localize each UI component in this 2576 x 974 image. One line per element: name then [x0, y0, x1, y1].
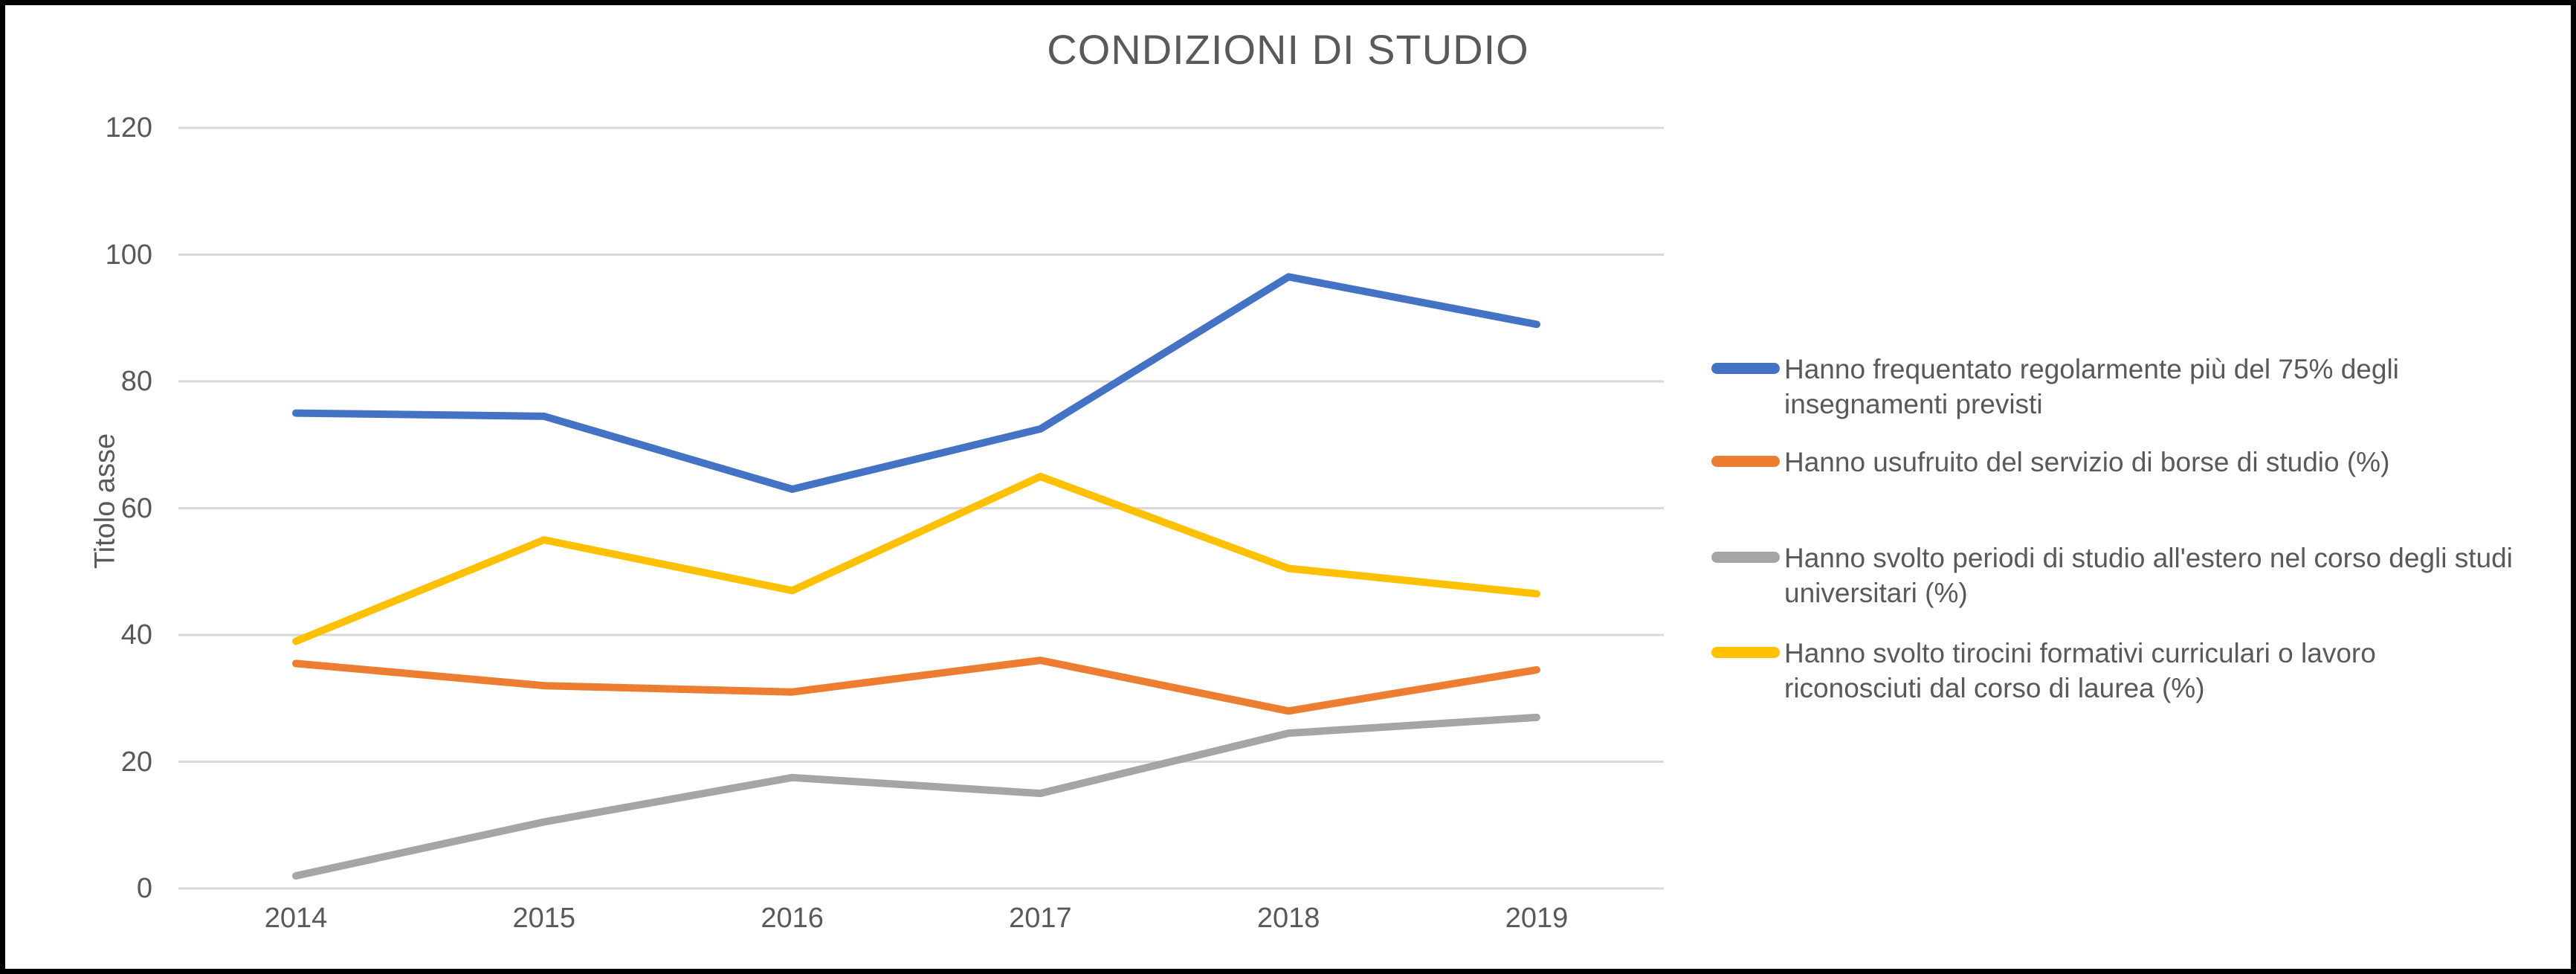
legend-item: Hanno usufruito del servizio di borse di…	[1711, 445, 2574, 480]
legend-label: Hanno svolto tirocini formativi curricul…	[1784, 638, 2376, 703]
x-tick-label: 2019	[1505, 903, 1569, 934]
series-line-2	[292, 657, 1540, 715]
series-line-1	[292, 273, 1540, 493]
y-tick-label: 80	[120, 366, 152, 397]
y-tick-label: 60	[120, 492, 152, 524]
y-tick-label: 120	[105, 112, 152, 143]
y-tick-label: 0	[136, 873, 152, 904]
x-tick-label: 2015	[512, 903, 576, 934]
legend-swatch	[1711, 456, 1780, 467]
legend-swatch	[1711, 647, 1780, 658]
legend-label: Hanno svolto periodi di studio all'ester…	[1784, 543, 2513, 608]
legend-label: Hanno frequentato regolarmente più del 7…	[1784, 354, 2399, 419]
y-tick-label: 100	[105, 239, 152, 271]
legend-item: Hanno frequentato regolarmente più del 7…	[1711, 352, 2574, 422]
legend-swatch	[1711, 363, 1780, 374]
legend-item: Hanno svolto tirocini formativi curricul…	[1711, 636, 2574, 706]
y-tick-label: 40	[120, 619, 152, 651]
x-tick-label: 2014	[264, 903, 328, 934]
series-line-4	[292, 472, 1540, 645]
y-tick-label: 20	[120, 746, 152, 778]
x-tick-label: 2016	[761, 903, 824, 934]
chart-title: CONDIZIONI DI STUDIO	[1047, 26, 1529, 73]
series-line-3	[292, 713, 1540, 880]
x-tick-label: 2018	[1256, 903, 1320, 934]
legend-swatch	[1711, 552, 1780, 563]
legend-item: Hanno svolto periodi di studio all'ester…	[1711, 541, 2574, 610]
legend-label: Hanno usufruito del servizio di borse di…	[1784, 447, 2390, 477]
x-tick-label: 2017	[1009, 903, 1072, 934]
